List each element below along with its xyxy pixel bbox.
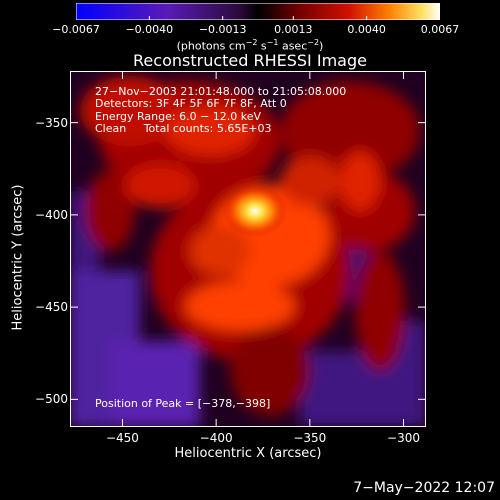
x-tick-label: −300 — [387, 431, 420, 445]
y-axis-label: Heliocentric Y (arcsec) — [10, 184, 26, 331]
x-tick-label: −450 — [105, 431, 139, 445]
y-tick-label: −400 — [35, 207, 68, 222]
x-axis-label: Heliocentric X (arcsec) — [174, 446, 322, 461]
y-tick-label: −350 — [35, 115, 68, 130]
colorbar-tick-label: −0.0040 — [125, 23, 174, 36]
colorbar-unit-label: (photons cm−2 s−1 asec−2) — [176, 38, 324, 53]
colorbar-tick-label: 0.0013 — [274, 23, 313, 36]
x-tick-label: −400 — [199, 431, 233, 445]
colorbar-tick-label: −0.0013 — [198, 23, 247, 36]
timestamp: 7−May−2022 12:07 — [353, 480, 495, 496]
colorbar-tick-label: 0.0040 — [347, 23, 386, 36]
detectors-text: Detectors: 3F 4F 5F 6F 7F 8F, Att 0 — [95, 97, 287, 111]
clean-counts-text: Clean Total counts: 5.65E+03 — [95, 121, 272, 135]
heatmap-image — [70, 76, 426, 427]
y-axis-ticks — [70, 122, 426, 400]
y-tick-label: −500 — [35, 392, 68, 407]
time-range-text: 27−Nov−2003 21:01:48.000 to 21:05:08.000 — [95, 85, 347, 98]
y-tick-label: −450 — [35, 300, 68, 315]
colorbar-tick-label: −0.0067 — [52, 23, 100, 36]
energy-range-text: Energy Range: 6.0 − 12.0 keV — [95, 109, 262, 123]
heatmap-plot — [70, 71, 426, 427]
colorbar — [76, 3, 440, 20]
chart-title: Reconstructed RHESSI Image — [133, 51, 367, 70]
peak-blob — [223, 185, 287, 237]
x-tick-label: −350 — [293, 431, 327, 445]
x-axis-ticks — [121, 71, 405, 427]
observation-annotation: 27−Nov−2003 21:01:48.000 to 21:05:08.000… — [95, 85, 347, 135]
peak-position-text: Position of Peak = [−378,−398] — [95, 397, 271, 410]
colorbar-tick-label: 0.0067 — [420, 23, 460, 36]
